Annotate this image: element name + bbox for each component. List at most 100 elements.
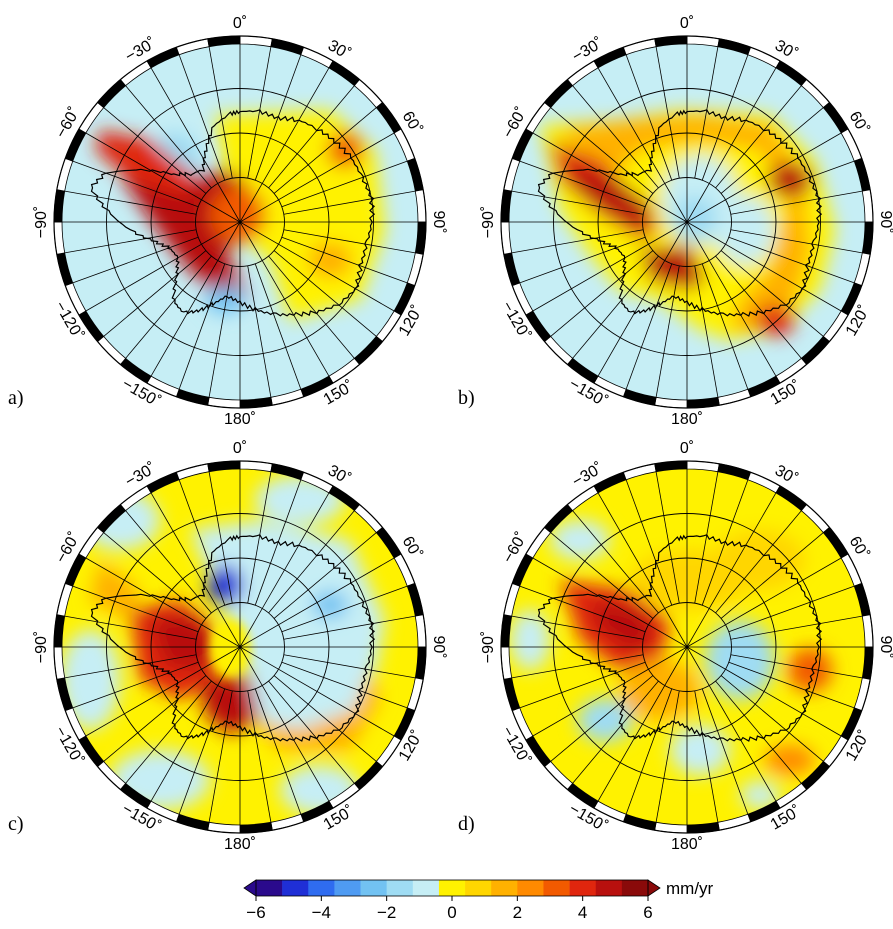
meridian-line <box>701 688 749 815</box>
colorbar-swatch <box>360 880 387 896</box>
meridian-line <box>273 107 377 194</box>
colorbar-tick-label: 4 <box>578 903 587 922</box>
meridian-line <box>728 585 855 633</box>
meridian-line <box>273 250 377 337</box>
meridian-line <box>686 646 777 802</box>
frame-outer-ring <box>500 35 874 409</box>
meridian-line <box>85 132 241 223</box>
longitude-label: 0˚ <box>233 15 247 32</box>
meridian-line <box>85 221 241 312</box>
meridian-line <box>730 615 863 640</box>
meridian-line <box>239 132 395 223</box>
longitude-label: 90˚ <box>877 635 893 658</box>
longitude-label: 0˚ <box>680 15 694 32</box>
meridian-line <box>125 255 212 359</box>
meridian-line <box>273 675 377 762</box>
map-overlay-a: 0˚30˚60˚90˚120˚150˚180˚−150˚−120˚−90˚−60… <box>8 15 447 428</box>
colorbar: −6 −4 −2 0 2 4 6 mm/yr <box>243 879 714 922</box>
colorbar-unit-label: mm/yr <box>666 879 714 898</box>
meridian-line <box>254 479 302 606</box>
meridian-line <box>64 615 197 640</box>
longitude-label: 180˚ <box>224 836 256 853</box>
map-overlay-d: 0˚30˚60˚90˚120˚150˚180˚−150˚−120˚−90˚−60… <box>458 440 893 853</box>
meridian-line <box>686 557 842 648</box>
meridian-line <box>239 67 330 223</box>
meridian-line <box>597 492 688 648</box>
antarctica-coastline <box>90 534 376 742</box>
meridian-line <box>150 492 241 648</box>
meridian-line <box>694 471 719 604</box>
colorbar-swatch <box>282 880 309 896</box>
meridian-line <box>208 690 233 823</box>
meridian-line <box>597 646 688 802</box>
meridian-line <box>247 471 272 604</box>
meridian-line <box>268 255 355 359</box>
meridian-line <box>239 646 395 737</box>
longitude-label: −90˚ <box>33 631 50 663</box>
colorbar-swatch <box>517 880 544 896</box>
meridian-line <box>239 221 330 377</box>
longitude-label: 180˚ <box>671 411 703 428</box>
meridian-line <box>511 654 644 679</box>
meridian-line <box>532 646 688 737</box>
meridian-line <box>125 680 212 784</box>
meridian-line <box>103 107 207 194</box>
meridian-line <box>519 585 646 633</box>
meridian-line <box>701 263 749 390</box>
panel-label-d: d) <box>458 813 475 835</box>
meridian-line <box>239 557 395 648</box>
meridian-line <box>519 236 646 284</box>
meridian-line <box>686 492 777 648</box>
meridian-line <box>208 46 233 179</box>
colorbar-swatch <box>621 880 649 896</box>
longitude-label: 90˚ <box>430 635 447 658</box>
panel-label-a: a) <box>8 387 24 409</box>
longitude-label: 0˚ <box>680 440 694 457</box>
meridian-line <box>597 221 688 377</box>
meridian-line <box>532 132 688 223</box>
meridian-line <box>150 67 241 223</box>
meridian-line <box>625 688 673 815</box>
meridian-line <box>532 221 688 312</box>
colorbar-tick-label: 2 <box>513 903 522 922</box>
panel-label-b: b) <box>458 387 475 409</box>
meridian-line <box>686 67 777 223</box>
antarctica-coastline <box>537 534 823 742</box>
meridian-line <box>72 585 199 633</box>
meridian-line <box>511 190 644 215</box>
longitude-label: −90˚ <box>33 206 50 238</box>
meridian-line <box>208 265 233 398</box>
meridian-line <box>597 67 688 223</box>
colorbar-swatch <box>386 880 414 896</box>
meridian-line <box>715 85 802 189</box>
meridian-line <box>72 236 199 284</box>
meridian-line <box>178 688 226 815</box>
meridian-line <box>519 160 646 208</box>
meridian-line <box>72 160 199 208</box>
meridian-line <box>550 675 654 762</box>
colorbar-tick-label: −4 <box>312 903 331 922</box>
meridian-line <box>701 479 749 606</box>
meridian-line <box>85 557 241 648</box>
meridian-line <box>268 510 355 614</box>
meridian-line <box>572 680 659 784</box>
colorbar-swatch <box>543 880 570 896</box>
meridian-line <box>550 532 654 619</box>
colorbar-tick-label: 0 <box>447 903 456 922</box>
meridian-line <box>283 190 416 215</box>
meridian-line <box>239 492 330 648</box>
meridian-line <box>550 107 654 194</box>
meridian-line <box>283 615 416 640</box>
colorbar-tick-label: −2 <box>377 903 396 922</box>
meridian-line <box>511 615 644 640</box>
colorbar-swatch <box>334 880 361 896</box>
colorbar-tick-label: 6 <box>643 903 652 922</box>
meridian-line <box>125 85 212 189</box>
meridian-line <box>247 46 272 179</box>
meridian-line <box>103 532 207 619</box>
meridian-line <box>239 646 330 802</box>
colorbar-swatch <box>438 880 466 896</box>
meridian-line <box>268 85 355 189</box>
meridian-line <box>730 190 863 215</box>
longitude-label: 90˚ <box>430 210 447 233</box>
